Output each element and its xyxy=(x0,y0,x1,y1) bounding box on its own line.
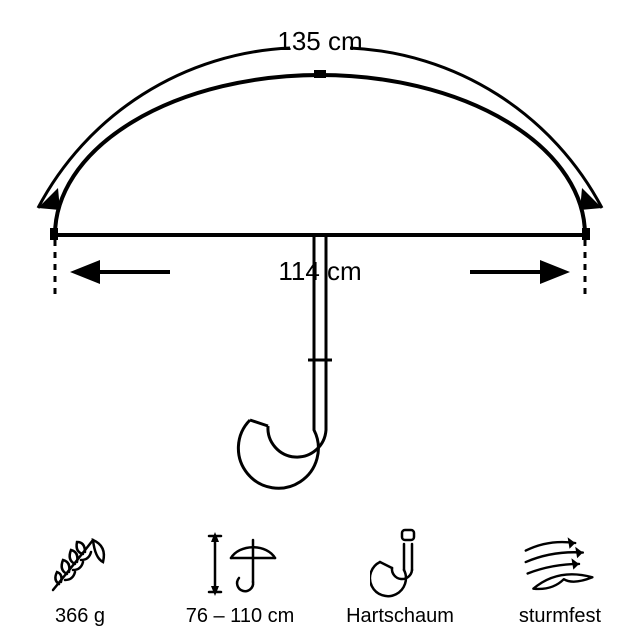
handle-icon xyxy=(360,527,440,599)
feature-handle: Hartschaum xyxy=(325,527,475,628)
length-icon xyxy=(200,527,280,599)
umbrella-diagram xyxy=(0,0,640,500)
feature-length: 76 – 110 cm xyxy=(165,527,315,628)
feature-weight: 366 g xyxy=(5,527,155,628)
feature-length-label: 76 – 110 cm xyxy=(186,605,295,628)
feather-icon xyxy=(40,527,120,599)
feature-weight-label: 366 g xyxy=(55,605,105,628)
feature-handle-label: Hartschaum xyxy=(346,605,454,628)
arc-span-label: 135 cm xyxy=(277,28,362,54)
diagram-stage: 135 cm 114 cm xyxy=(0,0,640,640)
feature-storm: sturmfest xyxy=(485,527,635,628)
feature-storm-label: sturmfest xyxy=(519,605,601,628)
diameter-label: 114 cm xyxy=(278,258,361,284)
feature-row: 366 g xyxy=(0,527,640,628)
wind-icon xyxy=(520,527,600,599)
